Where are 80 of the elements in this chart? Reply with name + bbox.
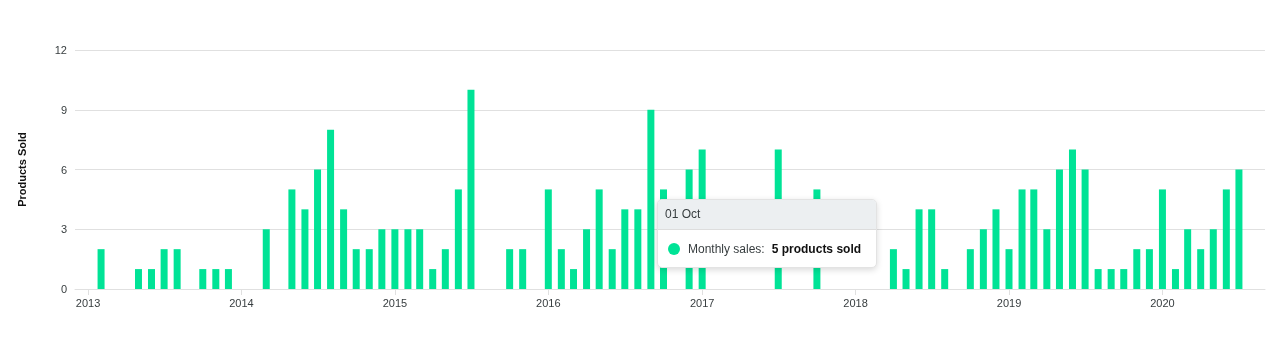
bar xyxy=(1171,269,1179,289)
x-tick-label: 2019 xyxy=(996,296,1022,309)
bar xyxy=(97,249,105,289)
y-axis-title: Products Sold xyxy=(15,132,28,207)
bar xyxy=(199,269,207,289)
y-tick-label: 9 xyxy=(60,103,67,116)
y-tick-label: 12 xyxy=(54,44,67,56)
bar xyxy=(1209,229,1217,289)
bar xyxy=(506,249,514,289)
x-tick-label: 2018 xyxy=(843,296,868,309)
bar xyxy=(1235,169,1243,289)
bar xyxy=(1133,249,1141,289)
bar xyxy=(519,249,527,289)
bar xyxy=(262,229,270,289)
bar xyxy=(1055,169,1063,289)
tooltip-panel: 01 Oct Monthly sales: 5 products sold xyxy=(658,200,876,267)
bar xyxy=(979,229,987,289)
y-tick-label: 3 xyxy=(60,223,67,236)
bar xyxy=(941,269,949,289)
x-tick-label: 2017 xyxy=(689,296,715,309)
bar xyxy=(544,189,552,289)
bar xyxy=(557,249,565,289)
bar xyxy=(365,249,373,289)
bar xyxy=(327,129,335,289)
bar xyxy=(160,249,168,289)
bar xyxy=(1094,269,1102,289)
bar xyxy=(928,209,936,289)
bar xyxy=(608,249,616,289)
y-tick-label: 0 xyxy=(60,283,67,295)
bar xyxy=(1145,249,1153,289)
bar xyxy=(1043,229,1051,289)
bar xyxy=(1158,189,1166,289)
bar xyxy=(902,269,910,289)
bar xyxy=(301,209,309,289)
bar xyxy=(352,249,360,289)
bar xyxy=(224,269,232,289)
y-tick-label: 6 xyxy=(60,163,67,176)
bar xyxy=(1068,149,1076,289)
x-tick-label: 2013 xyxy=(75,296,101,309)
bar xyxy=(1120,269,1128,289)
bar xyxy=(378,229,386,289)
annotation: 5 products sold xyxy=(771,241,862,256)
bar xyxy=(148,269,155,289)
bar xyxy=(404,229,412,289)
bar xyxy=(966,249,974,289)
bar xyxy=(173,249,181,289)
bar xyxy=(314,169,322,289)
bar xyxy=(288,189,296,289)
bar xyxy=(621,209,629,289)
bar xyxy=(134,269,142,289)
x-tick-label: 2016 xyxy=(536,296,561,309)
x-tick-label: 2020 xyxy=(1150,296,1175,309)
bar xyxy=(441,249,449,289)
bar xyxy=(1030,189,1038,289)
bar xyxy=(992,209,1000,289)
bar xyxy=(1197,249,1205,289)
x-tick-label: 2015 xyxy=(382,296,408,309)
bar xyxy=(595,189,603,289)
bar xyxy=(1018,189,1026,289)
annotation: 01 Oct xyxy=(658,200,876,230)
bar xyxy=(634,209,642,289)
bar xyxy=(212,269,220,289)
bar xyxy=(1222,189,1230,289)
legend-label: Monthly sales: xyxy=(688,241,765,256)
bar xyxy=(467,89,475,289)
bar xyxy=(570,269,578,289)
bar xyxy=(429,269,437,289)
bar xyxy=(1107,269,1115,289)
x-tick-label: 2014 xyxy=(229,296,254,309)
bar xyxy=(391,229,399,289)
bar xyxy=(454,189,462,289)
bar xyxy=(583,229,591,289)
bar xyxy=(1184,229,1192,289)
bar xyxy=(340,209,348,289)
bar xyxy=(647,109,655,289)
bar xyxy=(889,249,897,289)
bar xyxy=(416,229,424,289)
bar xyxy=(1005,249,1013,289)
bar xyxy=(915,209,923,289)
bar xyxy=(1081,169,1089,289)
